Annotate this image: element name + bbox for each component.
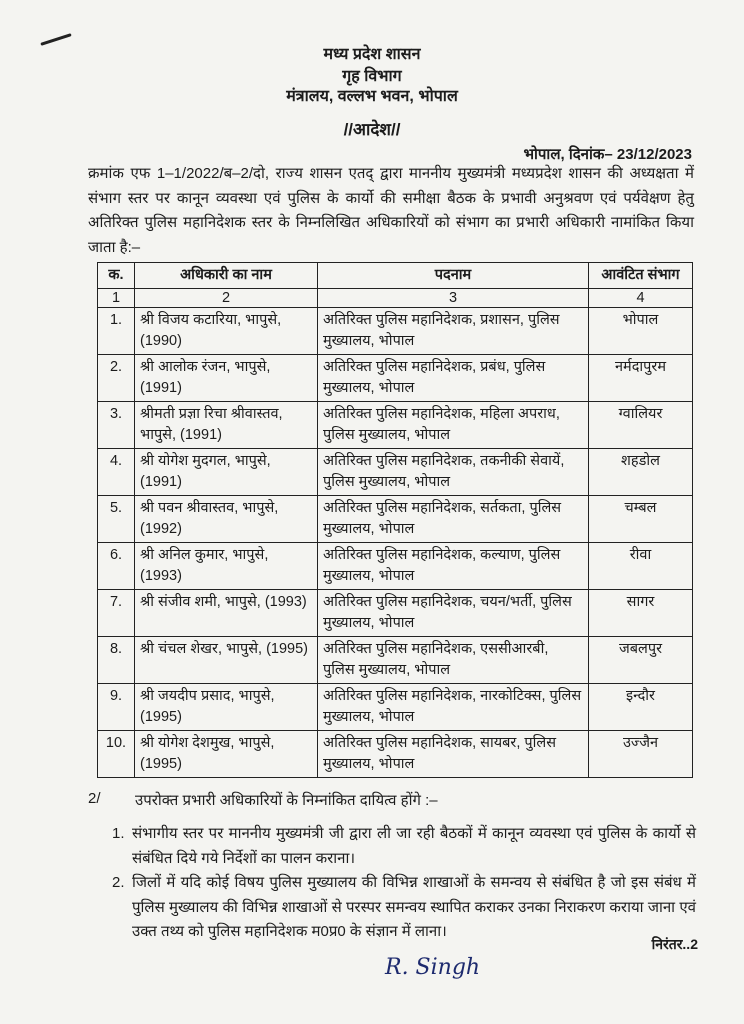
cell-officer-name: श्री जयदीप प्रसाद, भापुसे, (1995) — [134, 683, 318, 731]
col-header-name: अधिकारी का नाम — [134, 262, 318, 289]
header-line-3: मंत्रालय, वल्लभ भवन, भोपाल — [286, 88, 458, 105]
cell-officer-name: श्री आलोक रंजन, भापुसे, (1991) — [134, 354, 318, 402]
cell-designation: अतिरिक्त पुलिस महानिदेशक, सायबर, पुलिस म… — [317, 730, 589, 778]
cell-designation: अतिरिक्त पुलिस महानिदेशक, चयन/भर्ती, पुल… — [317, 589, 589, 637]
cell-division: चम्बल — [588, 495, 693, 543]
section2-heading: उपरोक्त प्रभारी अधिकारियों के निम्नांकित… — [135, 792, 438, 809]
cell-sn: 4. — [97, 448, 135, 496]
order-title: //आदेश// — [343, 120, 401, 139]
cell-officer-name: श्री पवन श्रीवास्तव, भापुसे, (1992) — [134, 495, 318, 543]
cell-division: इन्दौर — [588, 683, 693, 731]
col-header-sn: क. — [97, 262, 135, 289]
cell-sn: 7. — [97, 589, 135, 637]
cell-designation: अतिरिक्त पुलिस महानिदेशक, कल्याण, पुलिस … — [317, 542, 589, 590]
table-row: 9. श्री जयदीप प्रसाद, भापुसे, (1995) अतिरि… — [97, 683, 693, 731]
column-number-row: 1 2 3 4 — [97, 288, 693, 308]
section2-number: 2/ — [88, 790, 101, 807]
item-text: संभागीय स्तर पर माननीय मुख्यमंत्री जी द्… — [132, 825, 696, 867]
table-row: 6. श्री अनिल कुमार, भापुसे, (1993) अतिरिक्… — [97, 542, 693, 590]
table-row: 1. श्री विजय कटारिया, भापुसे, (1990) अतिरि… — [97, 307, 693, 355]
officers-table: क. अधिकारी का नाम पदनाम आवंटित संभाग 1 2… — [97, 262, 693, 778]
list-item: 1. संभागीय स्तर पर माननीय मुख्यमंत्री जी… — [112, 822, 696, 871]
continued-marker: निरंतर..2 — [651, 936, 698, 952]
header-line-2: गृह विभाग — [342, 68, 402, 85]
cell-division: शहडोल — [588, 448, 693, 496]
table-row: 7. श्री संजीव शमी, भापुसे, (1993) अतिरिक्त… — [97, 589, 693, 637]
table-row: 8. श्री चंचल शेखर, भापुसे, (1995) अतिरिक्त… — [97, 636, 693, 684]
signature: R. Singh — [385, 955, 481, 980]
cell-sn: 2. — [97, 354, 135, 402]
date-line: भोपाल, दिनांक– 23/12/2023 — [523, 146, 692, 163]
cell-designation: अतिरिक्त पुलिस महानिदेशक, सर्तकता, पुलिस… — [317, 495, 589, 543]
item-text: जिलों में यदि कोई विषय पुलिस मुख्यालय की… — [132, 874, 696, 940]
cell-officer-name: श्री संजीव शमी, भापुसे, (1993) — [134, 589, 318, 637]
cell-sn: 10. — [97, 730, 135, 778]
cell-officer-name: श्रीमती प्रज्ञा रिचा श्रीवास्तव, भापुसे,… — [134, 401, 318, 449]
table-row: 4. श्री योगेश मुदगल, भापुसे, (1991) अतिरिक… — [97, 448, 693, 496]
cell-division: रीवा — [588, 542, 693, 590]
table-row: 3. श्रीमती प्रज्ञा रिचा श्रीवास्तव, भापुस… — [97, 401, 693, 449]
intro-paragraph: क्रमांक एफ 1–1/2022/ब–2/दो, राज्य शासन ए… — [88, 165, 694, 256]
cell-sn: 8. — [97, 636, 135, 684]
col-number: 4 — [588, 288, 693, 308]
cell-sn: 5. — [97, 495, 135, 543]
cell-sn: 1. — [97, 307, 135, 355]
list-item: 2. जिलों में यदि कोई विषय पुलिस मुख्यालय… — [112, 871, 696, 945]
cell-division: ग्वालियर — [588, 401, 693, 449]
duties-list: 1. संभागीय स्तर पर माननीय मुख्यमंत्री जी… — [112, 822, 696, 945]
cell-designation: अतिरिक्त पुलिस महानिदेशक, प्रशासन, पुलिस… — [317, 307, 589, 355]
cell-sn: 9. — [97, 683, 135, 731]
cell-division: भोपाल — [588, 307, 693, 355]
col-number: 1 — [97, 288, 135, 308]
cell-officer-name: श्री विजय कटारिया, भापुसे, (1990) — [134, 307, 318, 355]
cell-sn: 3. — [97, 401, 135, 449]
cell-designation: अतिरिक्त पुलिस महानिदेशक, नारकोटिक्स, पु… — [317, 683, 589, 731]
cell-designation: अतिरिक्त पुलिस महानिदेशक, महिला अपराध, प… — [317, 401, 589, 449]
table-row: 5. श्री पवन श्रीवास्तव, भापुसे, (1992) अति… — [97, 495, 693, 543]
cell-division: उज्जैन — [588, 730, 693, 778]
col-header-designation: पदनाम — [317, 262, 589, 289]
cell-division: नर्मदापुरम — [588, 354, 693, 402]
item-number: 2. — [112, 874, 125, 891]
col-number: 3 — [317, 288, 589, 308]
header-line-1: मध्य प्रदेश शासन — [323, 46, 421, 63]
cell-officer-name: श्री अनिल कुमार, भापुसे, (1993) — [134, 542, 318, 590]
col-number: 2 — [134, 288, 318, 308]
item-number: 1. — [112, 825, 125, 842]
cell-officer-name: श्री चंचल शेखर, भापुसे, (1995) — [134, 636, 318, 684]
cell-division: सागर — [588, 589, 693, 637]
cell-sn: 6. — [97, 542, 135, 590]
table-header-row: क. अधिकारी का नाम पदनाम आवंटित संभाग — [97, 262, 693, 289]
cell-officer-name: श्री योगेश मुदगल, भापुसे, (1991) — [134, 448, 318, 496]
cell-designation: अतिरिक्त पुलिस महानिदेशक, तकनीकी सेवायें… — [317, 448, 589, 496]
cell-designation: अतिरिक्त पुलिस महानिदेशक, एससीआरबी, पुलि… — [317, 636, 589, 684]
table-row: 10. श्री योगेश देशमुख, भापुसे, (1995) अतिर… — [97, 730, 693, 778]
cell-officer-name: श्री योगेश देशमुख, भापुसे, (1995) — [134, 730, 318, 778]
table-row: 2. श्री आलोक रंजन, भापुसे, (1991) अतिरिक्त… — [97, 354, 693, 402]
cell-division: जबलपुर — [588, 636, 693, 684]
col-header-division: आवंटित संभाग — [588, 262, 693, 289]
cell-designation: अतिरिक्त पुलिस महानिदेशक, प्रबंध, पुलिस … — [317, 354, 589, 402]
